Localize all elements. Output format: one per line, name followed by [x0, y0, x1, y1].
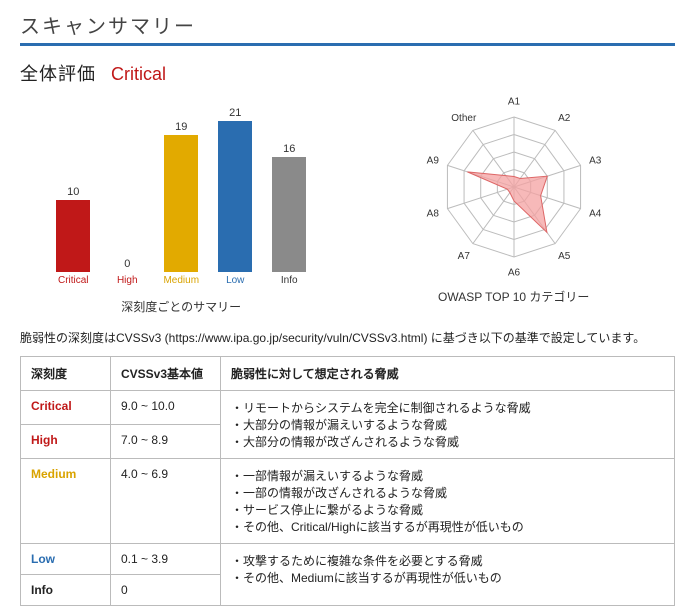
table-row: Low0.1 ~ 3.9攻撃するために複雑な条件を必要とする脅威その他、Medi… [21, 544, 675, 575]
severity-table: 深刻度 CVSSv3基本値 脆弱性に対して想定される脅威 Critical9.0… [20, 356, 675, 606]
severity-range: 0.1 ~ 3.9 [111, 544, 221, 575]
radar-chart-caption: OWASP TOP 10 カテゴリー [438, 288, 589, 305]
bar-value-high: 0 [110, 258, 144, 270]
bar-low [218, 121, 252, 272]
bar-medium [164, 135, 198, 272]
radar-axis-a4: A4 [589, 208, 602, 219]
owasp-radar-chart: A1 A2 A3 A4 A5 A6 A7 A8 A9 Other OWASP TOP 10 カテゴ… [353, 92, 676, 315]
severity-threats: 攻撃するために複雑な条件を必要とする脅威その他、Mediumに該当するが再現性が… [221, 544, 675, 606]
overall-rating-label: 全体評価 [20, 64, 96, 84]
table-row: Critical9.0 ~ 10.0 リモートからシステムを完全に制御されるような… [21, 391, 675, 425]
bar-label-high: High [100, 272, 154, 292]
severity-range: 0 [111, 575, 221, 606]
radar-axis-other: Other [451, 113, 477, 124]
th-cvss: CVSSv3基本値 [111, 357, 221, 391]
threat-item: 大部分の情報が漏えいするような脅威 [231, 416, 664, 433]
threat-item: 攻撃するために複雑な条件を必要とする脅威 [231, 552, 664, 569]
th-threat: 脆弱性に対して想定される脅威 [221, 357, 675, 391]
radar-axis-a3: A3 [589, 156, 602, 167]
threat-item: 一部情報が漏えいするような脅威 [231, 467, 664, 484]
cvss-note: 脆弱性の深刻度はCVSSv3 (https://www.ipa.go.jp/se… [20, 329, 675, 346]
threat-item: その他、Critical/Highに該当するが再現性が低いもの [231, 518, 664, 535]
radar-axis-a6: A6 [508, 267, 521, 278]
bar-info [272, 157, 306, 272]
severity-range: 7.0 ~ 8.9 [111, 425, 221, 459]
bar-value-low: 21 [218, 107, 252, 119]
bar-label-critical: Critical [46, 272, 100, 292]
th-severity: 深刻度 [21, 357, 111, 391]
severity-name: Info [21, 575, 111, 606]
radar-axis-a9: A9 [426, 156, 439, 167]
bar-label-info: Info [262, 272, 316, 292]
bar-value-medium: 19 [164, 121, 198, 133]
overall-rating: 全体評価 Critical [20, 60, 675, 86]
radar-axis-a2: A2 [558, 113, 571, 124]
bar-critical [56, 200, 90, 272]
threat-item: リモートからシステムを完全に制御されるような脅威 [231, 399, 664, 416]
radar-axis-a8: A8 [426, 208, 439, 219]
radar-axis-a5: A5 [558, 251, 571, 262]
radar-axis-a1: A1 [508, 97, 521, 108]
severity-range: 9.0 ~ 10.0 [111, 391, 221, 425]
bar-value-info: 16 [272, 143, 306, 155]
table-row: Medium4.0 ~ 6.9一部情報が漏えいするような脅威一部の情報が改ざんさ… [21, 459, 675, 544]
severity-bar-chart: 10 0 19 21 16 CriticalHighMediumLowInfo 深刻度ごと… [20, 92, 343, 315]
severity-name: Critical [21, 391, 111, 425]
page-title: スキャンサマリー [20, 10, 675, 46]
bar-value-critical: 10 [56, 186, 90, 198]
threat-item: 一部の情報が改ざんされるような脅威 [231, 484, 664, 501]
threat-item: サービス停止に繋がるような脅威 [231, 501, 664, 518]
overall-rating-value: Critical [111, 64, 166, 84]
radar-axis-a7: A7 [457, 251, 470, 262]
severity-name: High [21, 425, 111, 459]
bar-label-medium: Medium [154, 272, 208, 292]
severity-name: Low [21, 544, 111, 575]
bar-chart-caption: 深刻度ごとのサマリー [121, 298, 241, 315]
bar-label-low: Low [208, 272, 262, 292]
severity-threats: 一部情報が漏えいするような脅威一部の情報が改ざんされるような脅威サービス停止に繋… [221, 459, 675, 544]
severity-name: Medium [21, 459, 111, 544]
severity-threats: リモートからシステムを完全に制御されるような脅威大部分の情報が漏えいするような脅… [221, 391, 675, 459]
threat-item: 大部分の情報が改ざんされるような脅威 [231, 433, 664, 450]
severity-range: 4.0 ~ 6.9 [111, 459, 221, 544]
threat-item: その他、Mediumに該当するが再現性が低いもの [231, 569, 664, 586]
